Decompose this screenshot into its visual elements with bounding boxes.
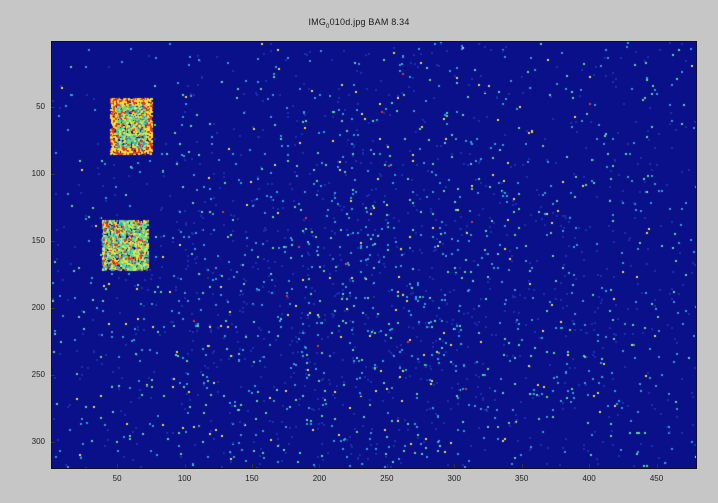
x-tick-label: 350 xyxy=(514,474,529,483)
x-tick-mark xyxy=(184,464,186,468)
x-tick-mark xyxy=(454,464,456,468)
x-tick-label: 450 xyxy=(649,474,664,483)
y-tick-mark xyxy=(51,106,55,108)
y-tick-mark xyxy=(51,307,55,309)
x-tick-mark xyxy=(319,464,321,468)
y-tick-label: 150 xyxy=(31,235,45,245)
title-suffix: 010d.jpg BAM 8.34 xyxy=(329,17,410,27)
x-tick-mark xyxy=(251,464,253,468)
x-tick-label: 50 xyxy=(112,474,122,483)
figure-title: IMG0010d.jpg BAM 8.34 xyxy=(0,17,718,30)
x-tick-mark xyxy=(521,464,523,468)
x-tick-label: 250 xyxy=(380,474,394,483)
y-tick-label: 50 xyxy=(36,101,45,111)
y-tick-label: 250 xyxy=(31,370,45,380)
x-tick-label: 400 xyxy=(582,474,596,483)
y-tick-mark xyxy=(51,442,55,444)
x-tick-label: 100 xyxy=(177,474,192,483)
y-tick-label: 200 xyxy=(31,302,45,312)
heatmap-plot-area[interactable] xyxy=(51,41,697,469)
x-tick-mark xyxy=(386,464,388,468)
heatmap-image xyxy=(52,42,696,468)
title-subscript: 0 xyxy=(326,23,330,30)
x-tick-mark xyxy=(656,464,658,468)
y-tick-label: 100 xyxy=(31,168,45,178)
x-tick-mark xyxy=(117,464,119,468)
x-tick-mark xyxy=(589,464,591,468)
y-tick-mark xyxy=(51,240,55,242)
y-tick-label: 300 xyxy=(31,437,45,447)
x-tick-label: 200 xyxy=(312,474,327,483)
x-tick-label: 150 xyxy=(245,474,259,483)
y-tick-mark xyxy=(51,375,55,377)
title-prefix: IMG xyxy=(308,17,327,27)
x-tick-label: 300 xyxy=(447,474,461,483)
y-tick-mark xyxy=(51,173,55,175)
